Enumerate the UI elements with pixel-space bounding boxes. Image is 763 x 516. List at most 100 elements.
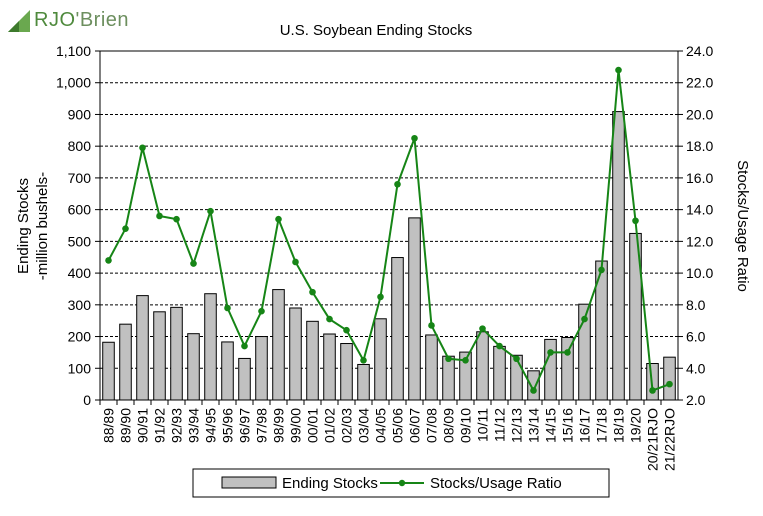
x-tick-label: 94/95 xyxy=(203,408,219,443)
right-axis-title: Stocks/Usage Ratio xyxy=(734,160,751,292)
bar xyxy=(187,333,200,401)
x-tick-label: 00/01 xyxy=(305,408,321,443)
legend-bar-label: Ending Stocks xyxy=(282,475,378,492)
x-axis-ticks: 88/89 89/90 90/91 91/92 92/93 93/94 94/95 95/96… xyxy=(99,400,678,471)
bar xyxy=(306,320,319,401)
y2-tick-label: 18.0 xyxy=(686,138,713,154)
ratio-point xyxy=(445,355,452,363)
ratio-point xyxy=(241,342,248,350)
bar xyxy=(629,232,642,401)
x-tick-label: 02/03 xyxy=(339,408,355,443)
ratio-point xyxy=(309,288,316,296)
ratio-point xyxy=(513,355,520,363)
y-tick-label: 500 xyxy=(68,233,92,249)
y2-tick-label: 2.0 xyxy=(686,392,706,408)
x-tick-label: 88/89 xyxy=(101,408,117,443)
ratio-line xyxy=(107,69,670,393)
y2-tick-label: 20.0 xyxy=(686,106,713,122)
bar xyxy=(119,323,132,401)
x-tick-label: 07/08 xyxy=(424,408,440,443)
ratio-point xyxy=(190,260,197,267)
ratio-point xyxy=(258,307,265,315)
bar xyxy=(238,357,251,401)
ratio-point xyxy=(156,212,163,220)
bar xyxy=(221,341,234,401)
bar xyxy=(391,257,404,401)
ratio-point xyxy=(207,207,214,215)
x-tick-label: 10/11 xyxy=(475,408,491,442)
y2-tick-label: 22.0 xyxy=(686,75,713,91)
bar xyxy=(102,341,115,401)
x-tick-label: 92/93 xyxy=(169,408,185,443)
bar xyxy=(510,354,523,401)
ratio-point xyxy=(462,357,469,364)
chart-title: U.S. Soybean Ending Stocks xyxy=(280,22,473,39)
x-tick-label: 16/17 xyxy=(577,408,593,443)
y-tick-label: 200 xyxy=(68,329,92,345)
ratio-point xyxy=(479,325,486,332)
y2-tick-label: 14.0 xyxy=(686,202,713,218)
logo-mark-icon xyxy=(8,10,30,32)
x-tick-label: 08/09 xyxy=(441,408,457,443)
x-tick-label: 06/07 xyxy=(407,408,423,443)
bar xyxy=(136,295,149,401)
x-tick-label: 01/02 xyxy=(322,408,338,443)
bar xyxy=(544,338,557,401)
bar xyxy=(578,303,591,401)
x-tick-label: 14/15 xyxy=(543,408,559,443)
legend-line-label: Stocks/Usage Ratio xyxy=(430,475,562,492)
x-tick-label: 05/06 xyxy=(390,408,406,443)
legend-line-marker xyxy=(398,479,406,487)
ratio-point xyxy=(360,357,367,364)
y-tick-label: 300 xyxy=(68,297,92,313)
bar xyxy=(493,345,506,401)
bar xyxy=(561,336,574,401)
x-tick-label: 18/19 xyxy=(611,408,627,443)
x-tick-label: 15/16 xyxy=(560,408,576,443)
x-tick-label: 04/05 xyxy=(373,408,389,443)
bar xyxy=(425,334,438,401)
ratio-point xyxy=(105,257,112,264)
bar xyxy=(272,289,285,401)
ratio-point xyxy=(411,134,418,142)
bar xyxy=(476,331,489,401)
right-axis-ticks: 2.0 4.0 6.0 8.0 10.0 12.0 14.0 16.0 18.0 20.0 22.0… xyxy=(678,43,713,408)
ratio-point xyxy=(547,349,554,356)
x-tick-label: 99/00 xyxy=(288,408,304,443)
x-tick-label: 96/97 xyxy=(237,408,253,443)
y2-tick-label: 16.0 xyxy=(686,170,713,186)
ratio-point xyxy=(496,342,503,350)
ratio-point xyxy=(564,349,571,356)
bar-series xyxy=(102,111,676,401)
ratio-point xyxy=(224,304,231,312)
line-series xyxy=(105,66,673,394)
x-tick-label: 89/90 xyxy=(118,408,134,443)
legend-bar-swatch xyxy=(221,476,277,489)
x-tick-label: 17/18 xyxy=(594,408,610,443)
ratio-point xyxy=(632,217,639,225)
y-tick-label: 400 xyxy=(68,265,92,281)
x-tick-label: 19/20 xyxy=(628,408,644,443)
y2-tick-label: 12.0 xyxy=(686,233,713,249)
y-tick-label: 0 xyxy=(83,392,91,408)
ratio-point xyxy=(394,180,401,188)
y-tick-label: 600 xyxy=(68,202,92,218)
bar xyxy=(170,306,183,401)
bar xyxy=(289,307,302,401)
bar xyxy=(527,370,540,401)
left-axis-ticks: 0 100 200 300 400 500 600 700 800 900 1,000 1,100 xyxy=(56,43,100,408)
x-tick-label: 97/98 xyxy=(254,408,270,443)
bar xyxy=(459,351,472,401)
ratio-point xyxy=(275,215,282,223)
x-tick-label: 90/91 xyxy=(135,408,151,443)
ratio-point xyxy=(428,322,435,329)
y2-tick-label: 8.0 xyxy=(686,297,706,313)
ratio-point xyxy=(598,266,605,274)
legend: Ending Stocks Stocks/Usage Ratio xyxy=(192,468,610,498)
bar xyxy=(663,356,676,401)
y2-tick-label: 24.0 xyxy=(686,43,713,59)
x-tick-label: 98/99 xyxy=(271,408,287,443)
left-axis-title-line2: -million bushels- xyxy=(34,172,51,280)
ratio-point xyxy=(377,293,384,301)
